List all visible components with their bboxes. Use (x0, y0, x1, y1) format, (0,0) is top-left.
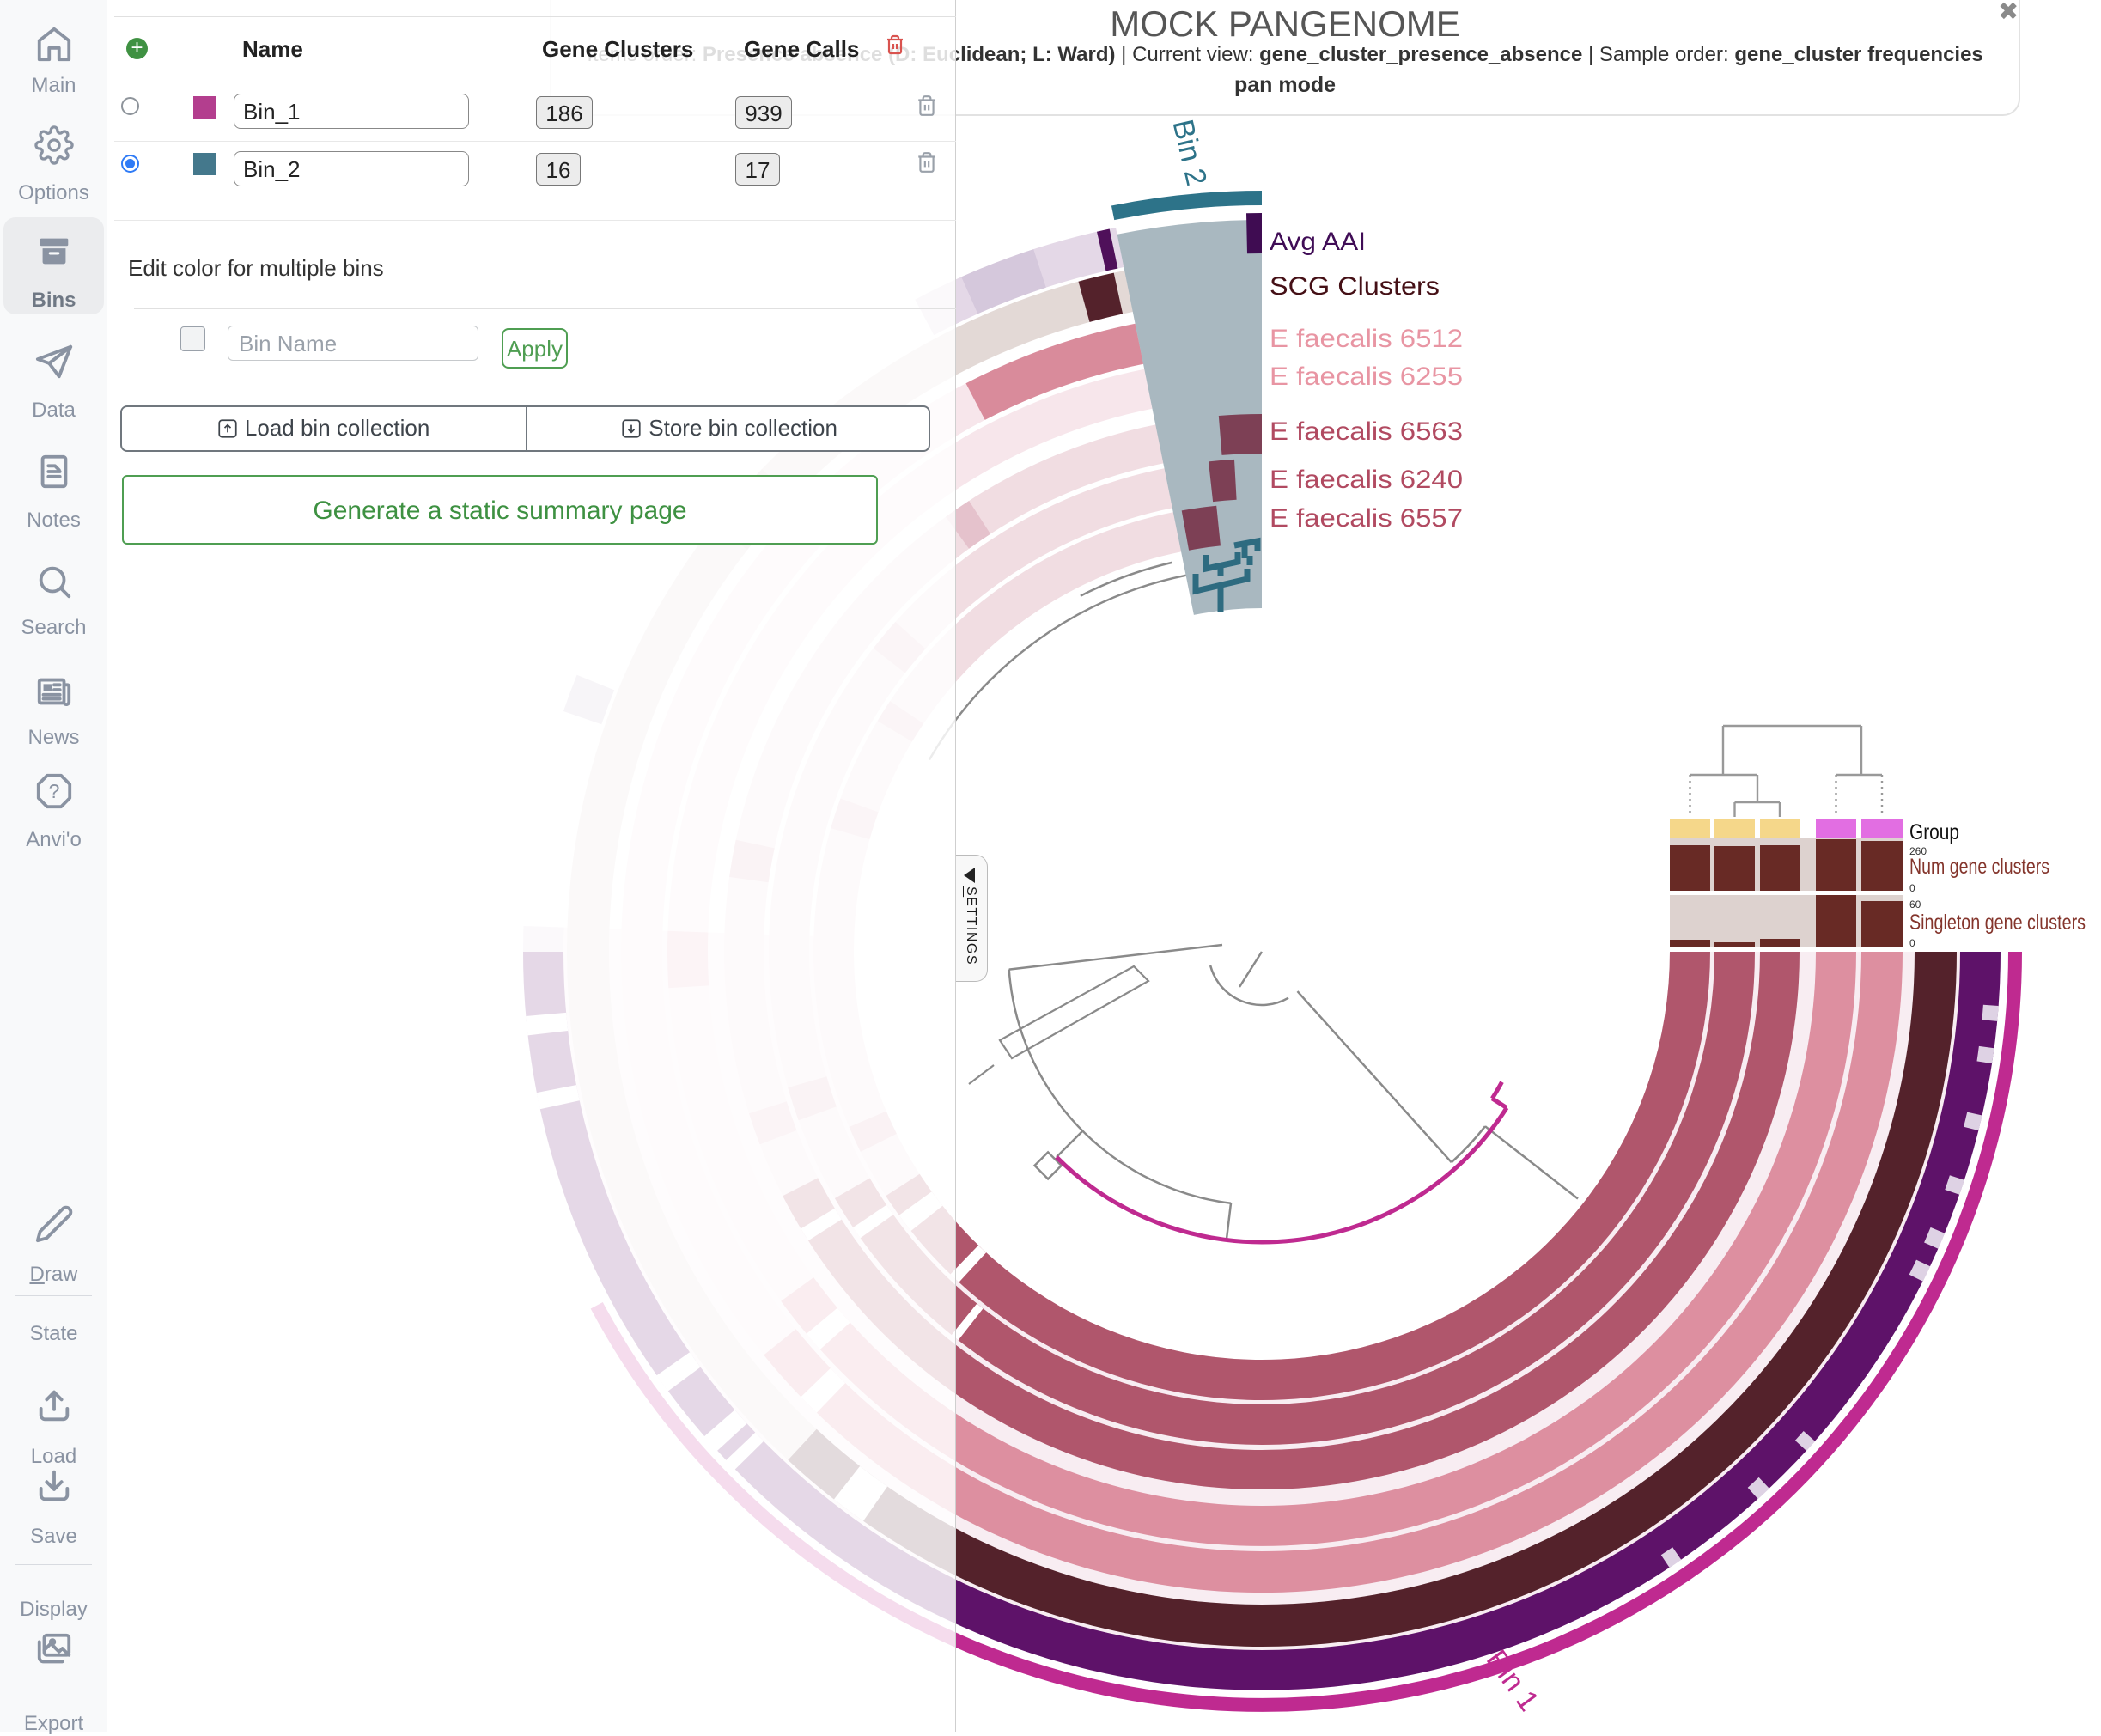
svg-text:E faecalis 6563: E faecalis 6563 (1270, 417, 1463, 446)
svg-text:60: 60 (1909, 898, 1921, 911)
svg-text:Group: Group (1909, 820, 1959, 844)
svg-text:0: 0 (1909, 937, 1915, 949)
svg-text:?: ? (48, 780, 59, 802)
svg-text:Avg AAI: Avg AAI (1270, 228, 1366, 256)
svg-text:E faecalis 6557: E faecalis 6557 (1270, 504, 1463, 533)
svg-text:SCG Clusters: SCG Clusters (1270, 272, 1440, 301)
svg-text:E faecalis 6240: E faecalis 6240 (1270, 466, 1463, 494)
svg-text:0: 0 (1909, 882, 1915, 894)
svg-text:Singleton gene clusters: Singleton gene clusters (1909, 911, 2086, 935)
svg-text:E faecalis 6512: E faecalis 6512 (1270, 325, 1463, 353)
svg-text:Num gene clusters: Num gene clusters (1909, 855, 2049, 879)
svg-text:Bin 2: Bin 2 (1166, 116, 1212, 188)
svg-text:260: 260 (1909, 845, 1927, 857)
svg-text:E faecalis 6255: E faecalis 6255 (1270, 362, 1463, 391)
